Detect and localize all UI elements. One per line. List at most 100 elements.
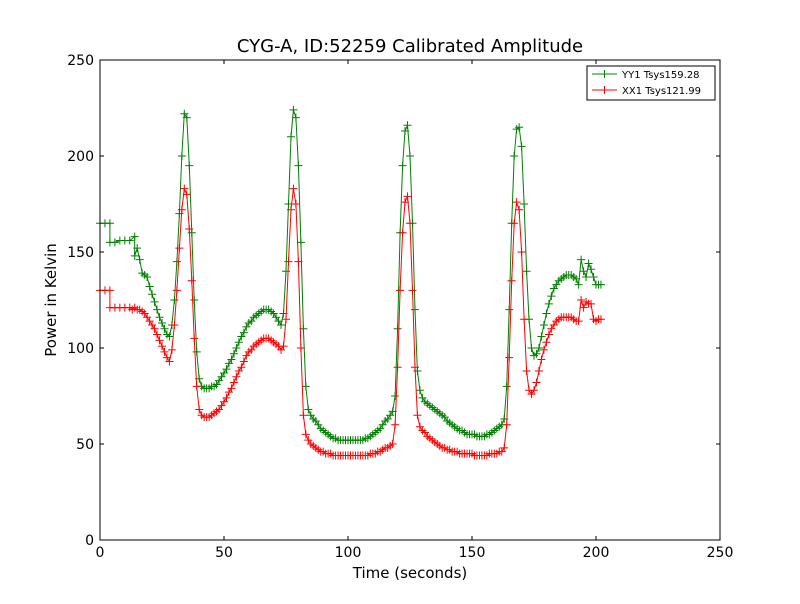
data-point	[520, 200, 529, 208]
data-point	[517, 248, 526, 256]
data-point	[406, 152, 414, 160]
data-point	[294, 161, 303, 170]
x-tick-label: 50	[215, 545, 233, 561]
chart-title: CYG-A, ID:52259 Calibrated Amplitude	[237, 36, 583, 57]
data-point	[393, 363, 402, 372]
data-point	[547, 292, 556, 301]
data-point	[294, 257, 303, 266]
data-point	[232, 344, 241, 352]
data-point	[160, 324, 169, 333]
y-tick-label: 200	[67, 149, 94, 165]
data-point	[185, 161, 194, 170]
data-point	[530, 386, 538, 395]
data-point	[507, 276, 516, 285]
data-point	[520, 315, 529, 324]
data-point	[587, 265, 596, 274]
x-tick-label: 200	[583, 545, 610, 561]
data-point	[582, 272, 591, 281]
data-point	[299, 411, 308, 420]
data-point	[165, 357, 174, 366]
data-point	[304, 405, 313, 414]
y-tick-label: 250	[67, 53, 94, 69]
axes-layer: 0 50 100 150 200 250 0 50 100 150 200 250	[67, 53, 733, 561]
data-point	[222, 393, 231, 402]
data-point	[572, 274, 581, 283]
y-tick-label: 0	[85, 533, 94, 549]
data-point	[403, 121, 412, 130]
data-point	[227, 355, 236, 364]
data-point	[158, 319, 166, 328]
data-point	[187, 276, 196, 285]
data-point	[234, 338, 243, 347]
data-point	[388, 440, 397, 448]
legend-label: XX1 Tsys121.99	[622, 86, 701, 97]
legend-label: YY1 Tsys159.28	[621, 70, 700, 81]
data-point	[579, 303, 588, 312]
data-point	[110, 238, 119, 247]
data-point	[577, 296, 586, 304]
data-point	[177, 152, 186, 160]
y-tick-label: 50	[76, 437, 94, 453]
data-point	[539, 320, 548, 329]
data-point	[277, 320, 286, 329]
data-point	[596, 280, 605, 289]
data-point	[282, 315, 290, 324]
data-point	[391, 420, 400, 429]
data-point	[296, 238, 305, 247]
axes-frame	[99, 59, 721, 541]
data-point	[301, 430, 310, 439]
data-point	[289, 184, 298, 193]
data-point	[153, 330, 162, 339]
data-point	[195, 405, 204, 414]
data-point	[232, 372, 241, 381]
data-point	[415, 386, 424, 395]
data-point	[587, 299, 596, 308]
data-point	[135, 255, 144, 264]
series-2	[96, 184, 605, 460]
data-point	[150, 297, 159, 306]
data-point	[537, 332, 546, 341]
data-point	[153, 305, 162, 314]
data-point	[289, 105, 298, 114]
data-point	[596, 315, 605, 324]
data-point	[130, 232, 139, 241]
data-point	[500, 443, 509, 452]
data-point	[522, 367, 531, 376]
data-point	[130, 251, 139, 260]
data-point	[410, 305, 419, 314]
x-tick-label: 0	[96, 545, 105, 561]
data-point	[502, 420, 511, 429]
data-point	[410, 363, 419, 372]
data-point	[190, 296, 199, 304]
data-point	[148, 290, 157, 299]
data-point	[185, 224, 194, 233]
data-point	[158, 342, 166, 351]
data-point	[155, 313, 164, 322]
data-point	[301, 382, 310, 391]
data-point	[396, 286, 405, 295]
data-point	[172, 257, 181, 266]
data-point	[284, 200, 293, 208]
data-point	[172, 286, 181, 295]
data-point	[537, 355, 546, 364]
x-tick-label: 100	[335, 545, 362, 561]
data-point	[227, 384, 236, 393]
data-point	[401, 198, 410, 207]
data-point	[105, 286, 114, 295]
data-point	[284, 257, 293, 266]
data-point	[237, 363, 246, 372]
x-axis-label: Time (seconds)	[352, 564, 468, 582]
data-point	[589, 272, 598, 281]
data-point	[393, 324, 402, 333]
data-point	[229, 378, 238, 387]
data-point	[291, 200, 300, 208]
data-point	[542, 338, 551, 347]
data-point	[534, 344, 543, 352]
y-tick-label: 150	[67, 245, 94, 261]
data-point	[296, 344, 305, 352]
data-point	[505, 305, 514, 314]
data-point	[522, 267, 531, 276]
data-point	[510, 152, 519, 160]
